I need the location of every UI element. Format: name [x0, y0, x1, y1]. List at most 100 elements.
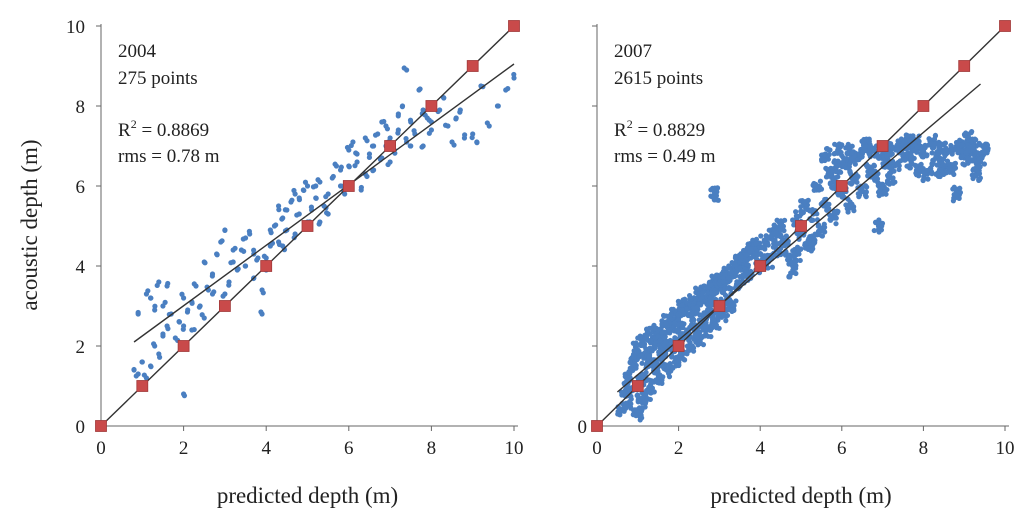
panel-2004: 0 2 4 6 8 10 0 2 4 6 8 10 predicted depth (m) 2004 275…	[66, 17, 524, 508]
scatter-point	[148, 295, 154, 301]
y-tick-label: 2	[76, 337, 86, 358]
scatter-point	[843, 202, 849, 208]
scatter-point	[703, 323, 709, 329]
r2-superscript: 2	[131, 117, 137, 131]
scatter-point	[725, 306, 731, 312]
one-to-one-marker	[835, 180, 848, 192]
regression-line	[133, 63, 515, 343]
scatter-point	[845, 141, 851, 147]
scatter-point	[780, 239, 786, 245]
scatter-point	[648, 346, 654, 352]
x-tick-label: 8	[919, 438, 929, 459]
scatter-point	[469, 134, 475, 141]
scatter-point	[849, 180, 855, 186]
scatter-point	[839, 191, 846, 198]
scatter-point	[821, 221, 827, 227]
scatter-point	[426, 130, 432, 136]
one-to-one-marker	[958, 60, 971, 72]
scatter-point	[191, 326, 197, 333]
y-tick-label: 10	[66, 17, 85, 38]
scatter-point	[623, 400, 629, 406]
scatter-point	[713, 322, 719, 328]
scatter-point	[646, 353, 652, 359]
scatter-point	[979, 155, 985, 161]
scatter-point	[757, 251, 763, 257]
scatter-point	[511, 71, 517, 78]
scatter-point	[833, 215, 839, 221]
scatter-point	[959, 142, 966, 148]
scatter-point	[718, 312, 724, 318]
scatter-point	[745, 262, 751, 268]
scatter-point	[242, 263, 248, 269]
scatter-point	[165, 326, 171, 332]
scatter-point	[705, 306, 711, 313]
scatter-point	[745, 244, 751, 250]
scatter-point	[759, 245, 765, 251]
scatter-point	[769, 264, 776, 270]
r2-value: = 0.8869	[137, 120, 209, 141]
scatter-point	[179, 291, 185, 297]
scatter-point	[308, 204, 315, 210]
scatter-point	[632, 344, 639, 350]
scatter-point	[723, 318, 729, 324]
scatter-point	[679, 307, 686, 313]
scatter-point	[688, 322, 695, 328]
scatter-point	[901, 138, 908, 144]
scatter-point	[777, 226, 783, 233]
scatter-point	[826, 205, 832, 212]
scatter-point	[282, 207, 288, 213]
scatter-point	[407, 143, 413, 149]
scatter-point	[196, 304, 202, 310]
r2-superscript: 2	[627, 117, 633, 131]
scatter-point	[807, 208, 813, 214]
scatter-point	[890, 179, 896, 185]
scatter-point	[908, 150, 914, 156]
scatter-point	[148, 364, 154, 370]
scatter-point	[720, 278, 726, 285]
scatter-point	[859, 154, 865, 160]
scatter-point	[875, 155, 882, 161]
y-tick-label: 4	[76, 257, 86, 278]
annotation-points: 2615 points	[614, 68, 703, 89]
scatter-point	[646, 377, 653, 383]
scatter-point	[951, 171, 957, 178]
scatter-point	[833, 174, 839, 181]
scatter-point	[708, 334, 714, 340]
scatter-point	[655, 333, 661, 340]
scatter-point	[157, 354, 163, 360]
one-to-one-marker	[795, 220, 807, 232]
scatter-point	[622, 374, 628, 380]
scatter-point	[965, 148, 971, 154]
panel-2007: 0 2 4 6 8 10 0 predicted depth (m) 2007 2615 poin…	[578, 20, 1015, 508]
scatter-point	[296, 197, 303, 203]
scatter-point	[484, 120, 490, 126]
one-to-one-marker	[508, 20, 520, 32]
scatter-point	[635, 410, 642, 416]
x-axis-title: predicted depth (m)	[710, 483, 891, 508]
one-to-one-marker	[591, 420, 603, 432]
scatter-point	[474, 140, 480, 146]
scatter-point	[395, 130, 401, 136]
scatter-point	[852, 161, 858, 167]
scatter-point	[891, 168, 897, 174]
scatter-point	[740, 272, 746, 278]
one-to-one-marker	[672, 340, 685, 352]
scatter-point	[693, 305, 699, 311]
scatter-point	[957, 137, 963, 143]
scatter-point	[366, 154, 373, 161]
scatter-point	[689, 316, 695, 322]
x-tick-label: 0	[96, 438, 106, 459]
scatter-point	[771, 222, 777, 228]
scatter-point	[811, 187, 817, 193]
scatter-point	[936, 173, 942, 179]
x-tick-label: 6	[837, 438, 847, 459]
scatter-point	[639, 342, 646, 348]
r2-value: = 0.8829	[633, 120, 705, 141]
scatter-point	[726, 284, 732, 291]
scatter-point	[703, 331, 709, 337]
scatter-point	[818, 156, 825, 162]
scatter-point	[793, 270, 799, 277]
scatter-point	[639, 360, 645, 366]
one-to-one-marker	[342, 180, 355, 192]
scatter-point	[505, 86, 511, 92]
